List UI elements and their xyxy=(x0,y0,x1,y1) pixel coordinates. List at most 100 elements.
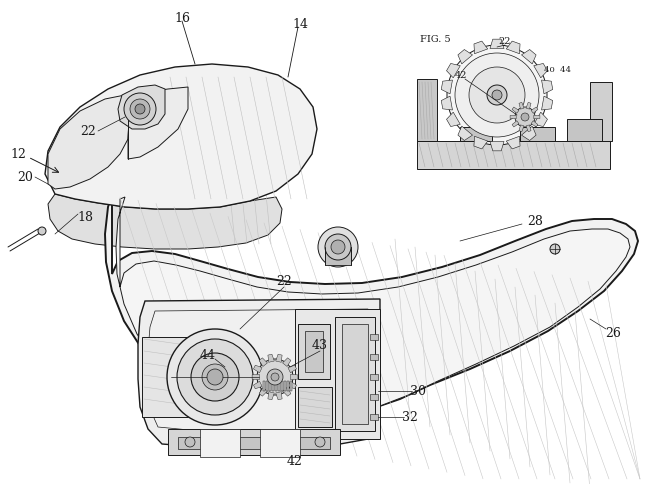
Text: 22: 22 xyxy=(80,125,96,138)
Polygon shape xyxy=(370,394,378,400)
Text: 42: 42 xyxy=(287,454,303,468)
Text: 14: 14 xyxy=(292,17,308,30)
Text: 18: 18 xyxy=(77,211,93,224)
Circle shape xyxy=(124,94,156,126)
Polygon shape xyxy=(260,429,300,457)
Polygon shape xyxy=(275,381,277,391)
Circle shape xyxy=(38,227,46,236)
Text: 12: 12 xyxy=(10,148,26,161)
Polygon shape xyxy=(168,429,340,455)
Polygon shape xyxy=(506,42,520,55)
Polygon shape xyxy=(447,64,460,79)
Polygon shape xyxy=(460,128,492,142)
Polygon shape xyxy=(272,381,274,391)
Polygon shape xyxy=(288,365,296,373)
Text: 30: 30 xyxy=(410,385,426,398)
Polygon shape xyxy=(474,137,488,150)
Polygon shape xyxy=(305,332,323,372)
Polygon shape xyxy=(458,127,473,141)
Polygon shape xyxy=(142,337,188,417)
Polygon shape xyxy=(252,374,259,380)
Text: 42: 42 xyxy=(455,71,467,80)
Polygon shape xyxy=(370,334,378,340)
Polygon shape xyxy=(342,324,368,424)
Polygon shape xyxy=(521,127,536,141)
Circle shape xyxy=(167,329,263,425)
Polygon shape xyxy=(278,381,280,391)
Circle shape xyxy=(318,227,358,268)
Polygon shape xyxy=(295,309,380,439)
Polygon shape xyxy=(370,374,378,380)
Text: 43: 43 xyxy=(312,339,328,352)
Polygon shape xyxy=(268,354,274,363)
Polygon shape xyxy=(48,96,130,190)
Polygon shape xyxy=(266,381,268,391)
Polygon shape xyxy=(276,354,282,363)
Circle shape xyxy=(315,437,325,447)
Polygon shape xyxy=(298,387,332,427)
Polygon shape xyxy=(116,197,630,421)
Circle shape xyxy=(135,105,145,115)
Polygon shape xyxy=(441,81,452,95)
Polygon shape xyxy=(283,358,291,367)
Circle shape xyxy=(202,364,228,390)
Circle shape xyxy=(271,373,279,381)
Polygon shape xyxy=(519,125,524,133)
Circle shape xyxy=(492,91,502,101)
Circle shape xyxy=(521,114,529,122)
Circle shape xyxy=(207,369,223,385)
Polygon shape xyxy=(128,88,188,160)
Polygon shape xyxy=(281,381,283,391)
Polygon shape xyxy=(335,318,375,431)
Polygon shape xyxy=(263,381,265,391)
Polygon shape xyxy=(118,86,165,130)
Polygon shape xyxy=(506,137,520,150)
Text: 32: 32 xyxy=(402,410,418,424)
Polygon shape xyxy=(325,247,351,265)
Polygon shape xyxy=(590,83,612,142)
Polygon shape xyxy=(441,97,452,111)
Text: 22: 22 xyxy=(276,275,292,288)
Text: 26: 26 xyxy=(605,327,621,340)
Polygon shape xyxy=(417,80,437,142)
Polygon shape xyxy=(417,142,610,170)
Polygon shape xyxy=(259,358,267,367)
Polygon shape xyxy=(370,354,378,360)
Text: 20: 20 xyxy=(17,171,33,184)
Text: 16: 16 xyxy=(174,12,190,25)
Polygon shape xyxy=(288,381,296,389)
Circle shape xyxy=(130,100,150,120)
Polygon shape xyxy=(48,195,282,249)
Polygon shape xyxy=(298,324,330,379)
Circle shape xyxy=(177,339,253,415)
Polygon shape xyxy=(370,414,378,420)
Circle shape xyxy=(325,235,351,260)
Polygon shape xyxy=(284,381,286,391)
Circle shape xyxy=(331,241,345,255)
Circle shape xyxy=(447,46,547,146)
Polygon shape xyxy=(45,65,317,210)
Polygon shape xyxy=(490,40,504,49)
Circle shape xyxy=(515,108,535,128)
Polygon shape xyxy=(254,381,262,389)
Polygon shape xyxy=(541,97,552,111)
Circle shape xyxy=(185,437,195,447)
Circle shape xyxy=(469,68,525,124)
Polygon shape xyxy=(520,128,555,142)
Polygon shape xyxy=(148,309,368,431)
Circle shape xyxy=(550,244,560,255)
Polygon shape xyxy=(138,300,380,447)
Polygon shape xyxy=(519,103,524,110)
Polygon shape xyxy=(290,381,292,391)
Polygon shape xyxy=(458,50,473,65)
Polygon shape xyxy=(526,125,531,133)
Polygon shape xyxy=(268,392,274,400)
Polygon shape xyxy=(510,116,516,120)
Polygon shape xyxy=(531,121,538,128)
Polygon shape xyxy=(521,50,536,65)
Polygon shape xyxy=(512,121,519,128)
Polygon shape xyxy=(531,108,538,114)
Polygon shape xyxy=(534,116,540,120)
Circle shape xyxy=(257,359,293,395)
Polygon shape xyxy=(276,392,282,400)
